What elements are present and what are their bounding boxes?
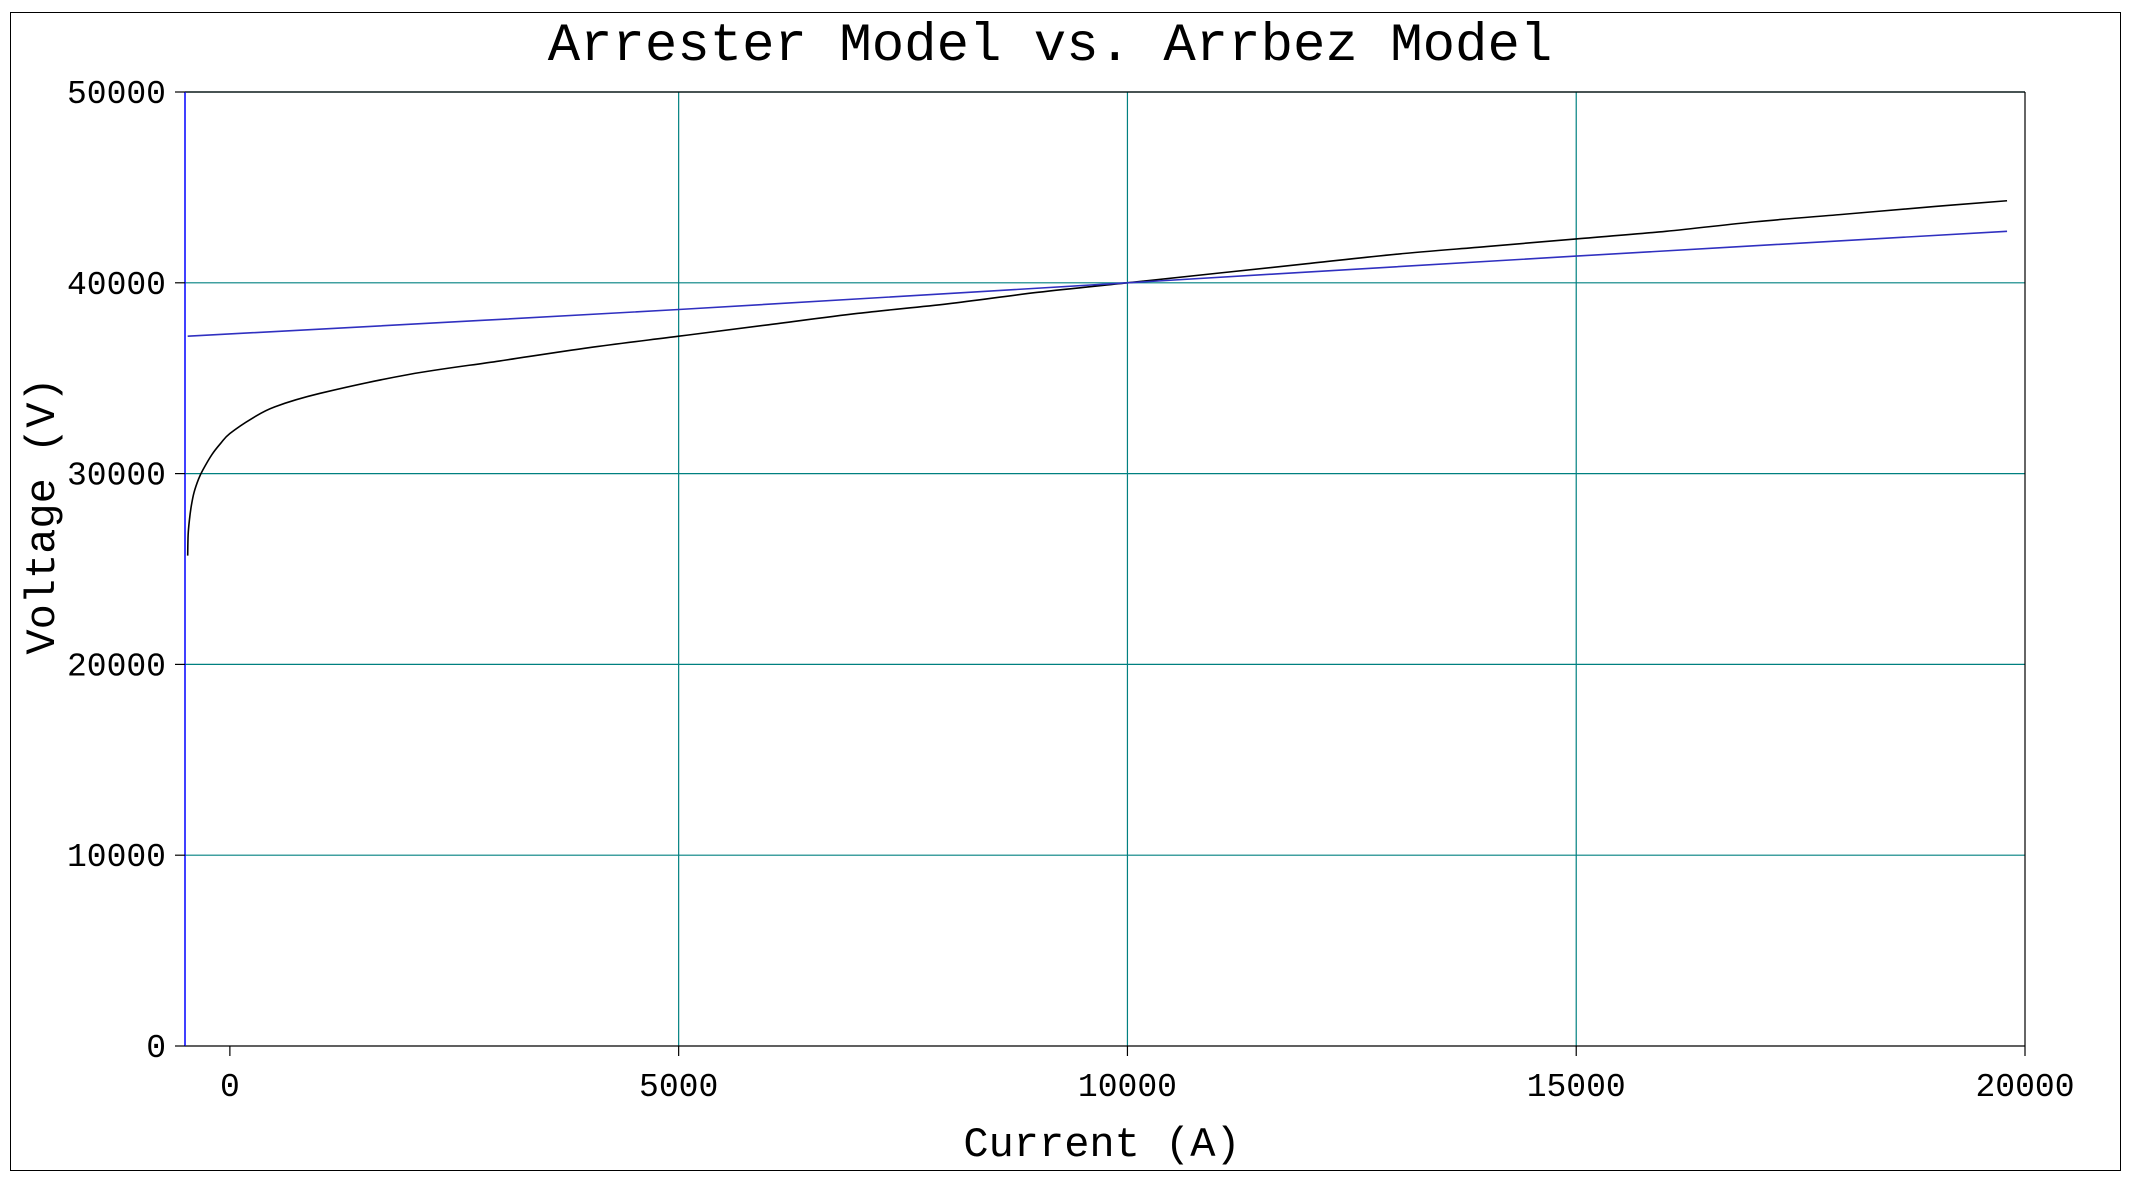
y-tick-label: 10000 (67, 839, 166, 876)
y-tick-label: 30000 (67, 458, 166, 495)
x-tick-label: 0 (220, 1069, 240, 1106)
y-tick-label: 20000 (67, 648, 166, 685)
x-axis-label: Current (A) (963, 1121, 1240, 1169)
x-tick-labels: 0 5000 10000 15000 20000 (220, 1069, 2075, 1106)
x-tick-label: 10000 (1078, 1069, 1177, 1106)
x-tick-label: 15000 (1527, 1069, 1626, 1106)
chart-frame (10, 12, 2121, 1171)
y-tick-label: 50000 (67, 76, 166, 113)
grid-lines (185, 91, 2025, 1046)
y-axis-label: Voltage (V) (19, 377, 67, 654)
y-tick-labels: 0 10000 20000 30000 40000 50000 (67, 76, 166, 1067)
series-lines (186, 199, 2008, 556)
x-tick-label: 5000 (639, 1069, 718, 1106)
x-tick-label: 20000 (1975, 1069, 2074, 1106)
axes (175, 91, 2026, 1056)
y-tick-label: 40000 (67, 267, 166, 304)
chart-title: Arrester Model vs. Arrbez Model (548, 16, 1553, 77)
series-line-1 (186, 199, 2008, 556)
y-tick-label: 0 (146, 1030, 166, 1067)
series-line-2 (187, 230, 2008, 338)
